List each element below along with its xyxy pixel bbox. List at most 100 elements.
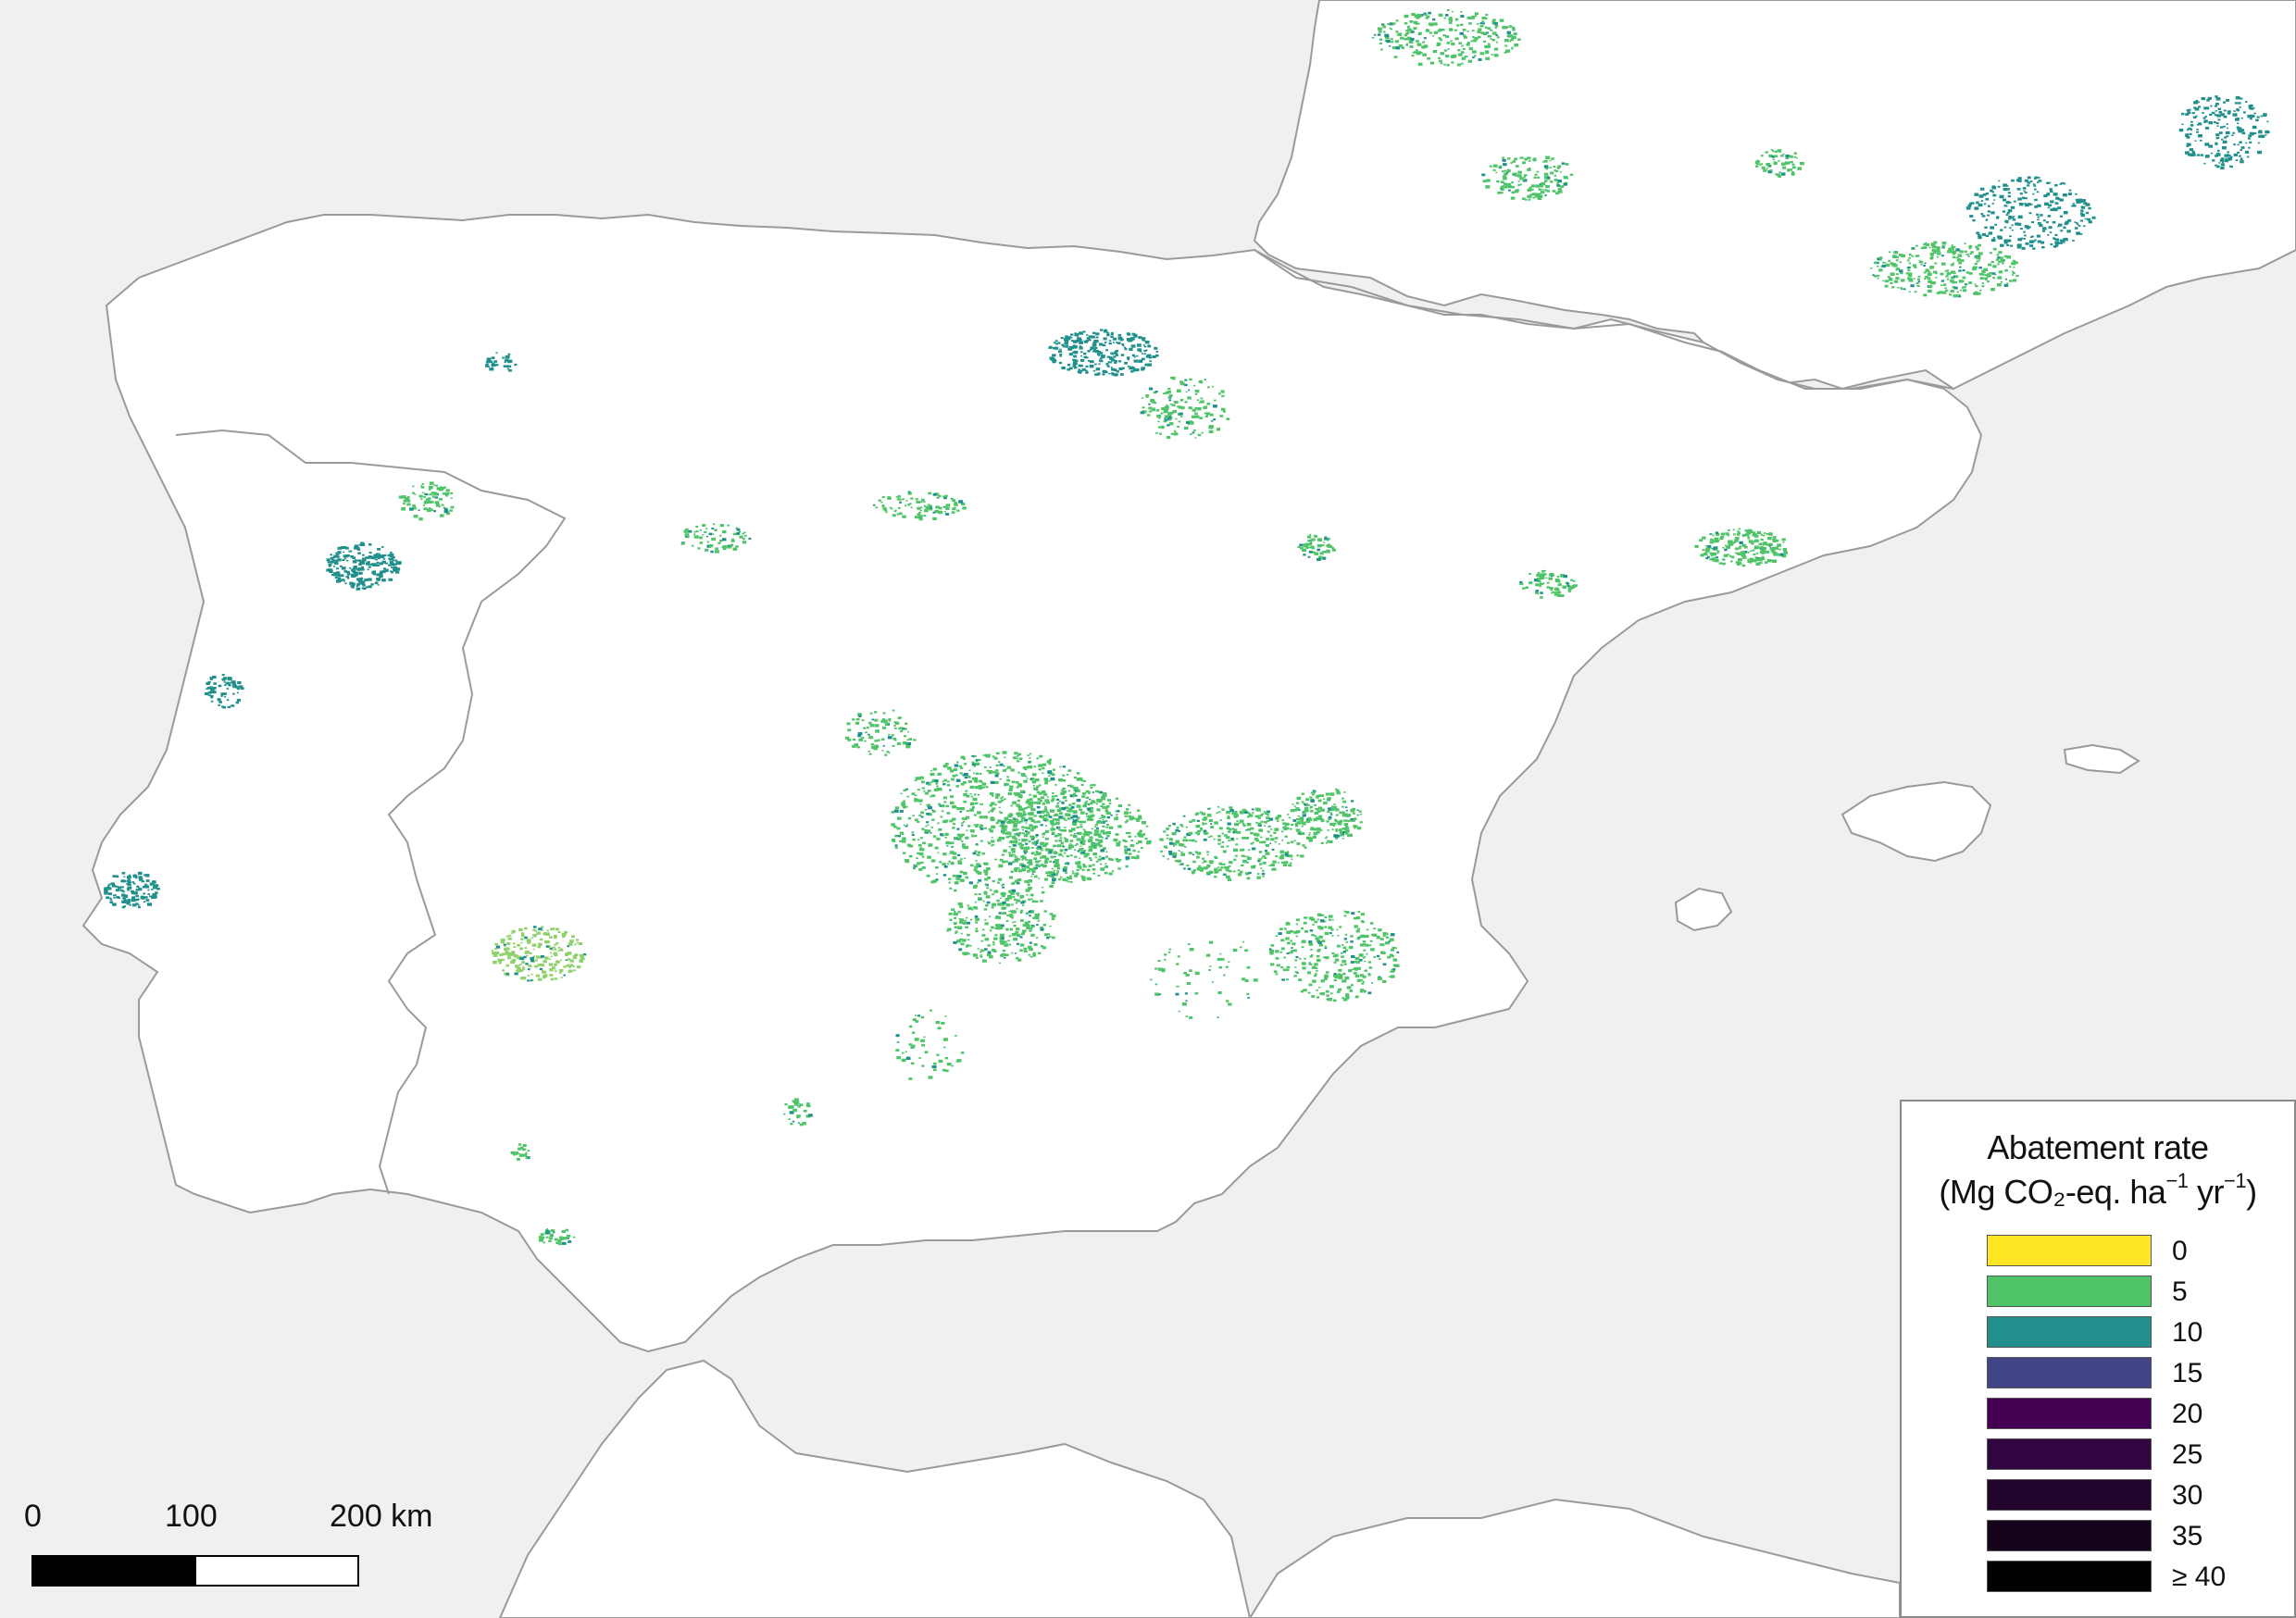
abatement-patch bbox=[1000, 812, 1003, 815]
abatement-patch bbox=[1324, 926, 1328, 928]
abatement-patch bbox=[926, 803, 931, 807]
abatement-patch bbox=[1546, 190, 1551, 193]
abatement-patch bbox=[1148, 406, 1153, 410]
abatement-patch bbox=[1491, 31, 1497, 35]
abatement-patch bbox=[980, 940, 984, 942]
abatement-patch bbox=[366, 556, 369, 559]
abatement-patch bbox=[517, 969, 522, 973]
abatement-patch bbox=[1004, 756, 1006, 759]
abatement-patch bbox=[560, 959, 563, 962]
abatement-patch bbox=[975, 917, 980, 921]
abatement-patch bbox=[984, 827, 987, 829]
abatement-patch bbox=[2034, 188, 2037, 191]
abatement-patch bbox=[1029, 941, 1032, 944]
abatement-patch bbox=[1079, 331, 1083, 335]
abatement-patch bbox=[210, 697, 213, 699]
abatement-patch bbox=[1334, 958, 1340, 962]
abatement-patch bbox=[1281, 819, 1285, 822]
abatement-patch bbox=[1713, 556, 1716, 559]
abatement-patch bbox=[919, 848, 925, 852]
abatement-patch bbox=[1040, 796, 1044, 800]
abatement-patch bbox=[1548, 577, 1553, 580]
abatement-patch bbox=[1136, 355, 1139, 357]
abatement-patch bbox=[1308, 816, 1312, 819]
abatement-patch bbox=[1104, 865, 1109, 868]
abatement-patch bbox=[1024, 849, 1029, 853]
abatement-patch bbox=[1404, 34, 1407, 37]
abatement-patch bbox=[905, 788, 908, 790]
abatement-patch bbox=[1115, 810, 1117, 813]
abatement-patch bbox=[1104, 871, 1108, 875]
abatement-patch bbox=[975, 802, 979, 805]
abatement-patch bbox=[1342, 946, 1347, 950]
abatement-patch bbox=[1344, 949, 1349, 952]
abatement-patch bbox=[494, 942, 498, 946]
abatement-patch bbox=[511, 951, 516, 953]
abatement-patch bbox=[1876, 261, 1879, 265]
abatement-patch bbox=[892, 825, 897, 828]
abatement-patch bbox=[1101, 795, 1105, 799]
abatement-patch bbox=[1014, 817, 1018, 821]
abatement-patch bbox=[1168, 850, 1173, 853]
abatement-patch bbox=[2237, 143, 2240, 146]
abatement-patch bbox=[1042, 803, 1046, 805]
abatement-patch bbox=[1790, 156, 1793, 158]
abatement-patch bbox=[1010, 891, 1015, 895]
abatement-patch bbox=[1180, 406, 1185, 410]
abatement-patch bbox=[975, 927, 978, 930]
abatement-patch bbox=[926, 874, 930, 877]
abatement-patch bbox=[1308, 840, 1313, 842]
abatement-patch bbox=[2215, 110, 2217, 112]
abatement-patch bbox=[1494, 55, 1497, 56]
abatement-patch bbox=[961, 835, 964, 837]
abatement-patch bbox=[1337, 990, 1341, 993]
abatement-patch bbox=[1110, 335, 1114, 338]
abatement-patch bbox=[391, 563, 396, 566]
abatement-patch bbox=[1391, 949, 1394, 952]
abatement-patch bbox=[1541, 570, 1545, 573]
abatement-patch bbox=[1998, 180, 2001, 182]
abatement-patch bbox=[1754, 539, 1759, 542]
abatement-patch bbox=[1332, 825, 1336, 827]
abatement-patch bbox=[1733, 541, 1737, 543]
abatement-patch bbox=[218, 701, 222, 703]
abatement-patch bbox=[966, 916, 968, 919]
abatement-patch bbox=[1958, 261, 1963, 265]
abatement-patch bbox=[521, 967, 526, 970]
abatement-patch bbox=[537, 945, 542, 949]
abatement-patch bbox=[1298, 957, 1302, 960]
abatement-patch bbox=[1105, 349, 1109, 352]
abatement-patch bbox=[1039, 754, 1043, 758]
abatement-patch bbox=[1060, 829, 1065, 832]
abatement-patch bbox=[1017, 958, 1022, 962]
abatement-patch bbox=[1895, 259, 1899, 262]
abatement-patch bbox=[1924, 262, 1927, 265]
abatement-patch bbox=[1180, 851, 1183, 853]
abatement-patch bbox=[933, 788, 939, 791]
abatement-patch bbox=[2000, 256, 2003, 259]
abatement-patch bbox=[492, 951, 496, 955]
abatement-patch bbox=[1283, 826, 1287, 828]
abatement-patch bbox=[366, 586, 369, 589]
abatement-patch bbox=[1241, 864, 1244, 867]
abatement-patch bbox=[1747, 560, 1752, 563]
abatement-patch bbox=[1031, 900, 1036, 903]
abatement-patch bbox=[1270, 944, 1275, 947]
abatement-patch bbox=[1002, 751, 1007, 754]
abatement-patch bbox=[1223, 874, 1227, 877]
abatement-patch bbox=[1309, 807, 1312, 809]
abatement-patch bbox=[1938, 250, 1940, 253]
abatement-patch bbox=[2257, 150, 2263, 155]
abatement-patch bbox=[1379, 31, 1382, 33]
abatement-patch bbox=[2008, 215, 2013, 218]
abatement-patch bbox=[1007, 940, 1010, 942]
abatement-patch bbox=[354, 546, 358, 550]
abatement-patch bbox=[1511, 191, 1516, 194]
abatement-patch bbox=[549, 968, 554, 972]
abatement-patch bbox=[1330, 928, 1334, 931]
abatement-patch bbox=[1046, 760, 1052, 764]
abatement-patch bbox=[960, 878, 965, 882]
abatement-patch bbox=[1036, 860, 1040, 864]
